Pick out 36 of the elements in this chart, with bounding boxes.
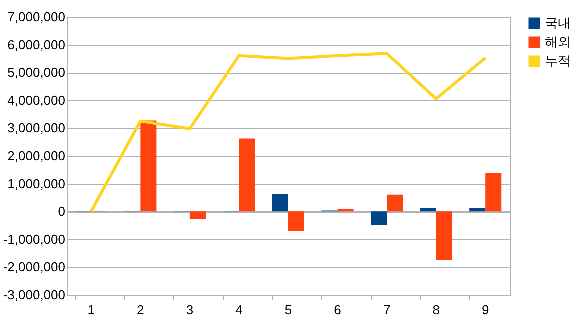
bar [387, 194, 404, 212]
bar [338, 209, 354, 212]
x-tick-label: 9 [482, 302, 490, 318]
bar [190, 212, 206, 220]
x-tick-label: 7 [383, 302, 391, 318]
x-tick-label: 1 [88, 302, 96, 318]
x-tick-label: 4 [236, 302, 243, 318]
bar [272, 194, 288, 212]
bar [288, 212, 305, 232]
bar [371, 212, 388, 226]
legend-label: 해외 [545, 34, 571, 50]
y-tick-label: -1,000,000 [3, 232, 66, 247]
x-tick-label: 8 [432, 302, 440, 318]
legend-label: 누적 [545, 54, 571, 68]
y-tick-label: 6,000,000 [8, 37, 66, 52]
bar [420, 208, 436, 212]
x-tick-label: 5 [284, 302, 292, 318]
bar [436, 212, 452, 260]
y-tick-label: 1,000,000 [8, 176, 66, 192]
x-tick-label: 2 [137, 302, 144, 318]
y-tick-label: 7,000,000 [8, 10, 66, 24]
bar [470, 208, 486, 212]
x-tick-label: 3 [186, 302, 194, 318]
bar [239, 138, 256, 212]
y-tick-label: 4,000,000 [8, 92, 66, 108]
y-tick-label: -3,000,000 [3, 288, 66, 302]
x-tick-label: 6 [334, 302, 342, 318]
line-series [90, 52, 488, 214]
y-tick-label: 3,000,000 [8, 120, 66, 136]
y-tick-label: 0 [58, 204, 66, 220]
legend-label: 국내 [545, 16, 571, 30]
y-tick-label: 5,000,000 [8, 65, 66, 80]
bar [486, 174, 502, 212]
y-tick-label: 2,000,000 [8, 148, 66, 164]
y-tick-label: -2,000,000 [3, 260, 66, 275]
bar [140, 120, 157, 212]
